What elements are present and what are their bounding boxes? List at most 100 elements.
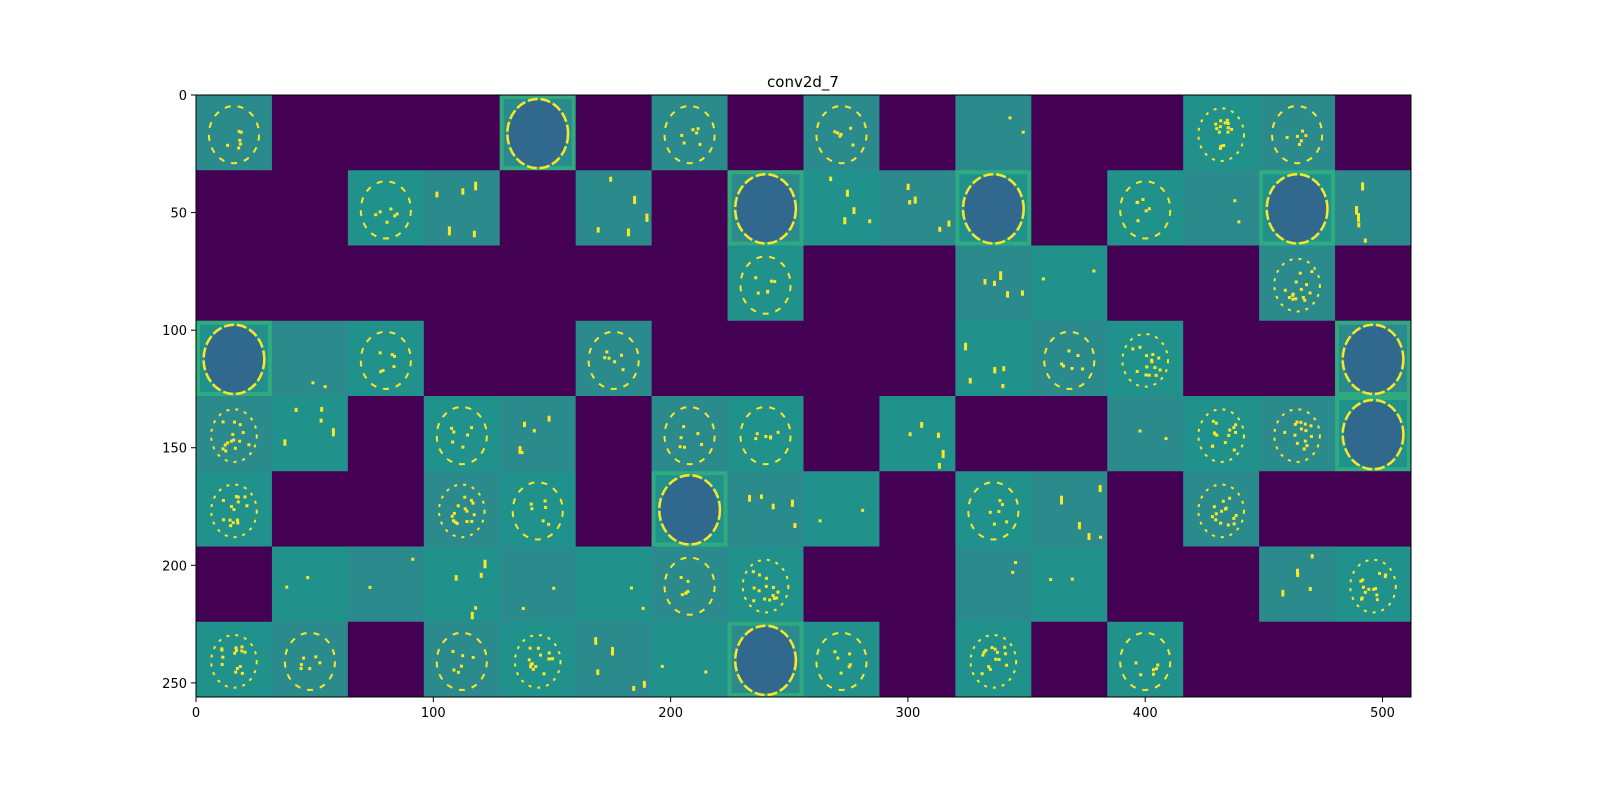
feature-tile xyxy=(347,95,425,171)
feature-tile xyxy=(1259,621,1336,698)
feature-tile xyxy=(423,95,501,171)
feature-tile xyxy=(803,170,880,246)
feature-tile xyxy=(271,621,349,698)
feature-tile xyxy=(1335,396,1412,472)
feature-tile xyxy=(803,95,880,171)
feature-tile xyxy=(1335,95,1412,171)
y-tick-label: 150 xyxy=(162,442,187,457)
feature-tile xyxy=(423,396,501,472)
feature-tile xyxy=(575,320,653,397)
feature-tile xyxy=(499,170,577,246)
feature-tile xyxy=(879,245,956,322)
feature-tile xyxy=(803,396,880,472)
y-axis: 0 50 100 150 200 250 xyxy=(162,89,196,692)
feature-tile xyxy=(955,396,1032,472)
feature-tile xyxy=(727,471,804,547)
feature-tile xyxy=(955,471,1032,547)
feature-tile xyxy=(575,621,653,698)
feature-tile xyxy=(271,396,349,472)
feature-tile xyxy=(803,320,880,397)
feature-tile xyxy=(1107,245,1184,322)
feature-tile xyxy=(651,95,729,171)
feature-tile xyxy=(727,170,804,246)
feature-tile xyxy=(879,95,956,171)
feature-tile xyxy=(1107,396,1184,472)
feature-tile xyxy=(575,471,653,547)
feature-tile xyxy=(1183,471,1260,547)
feature-tile xyxy=(499,396,577,472)
feature-tile xyxy=(1031,95,1108,171)
x-tick-label: 100 xyxy=(421,706,446,721)
feature-tile xyxy=(196,245,273,322)
feature-tile xyxy=(575,546,653,623)
feature-tile xyxy=(196,621,273,698)
x-axis: 0 100 200 300 400 500 xyxy=(192,697,1395,721)
feature-tile xyxy=(196,320,273,397)
feature-tile xyxy=(1107,471,1184,547)
feature-tile xyxy=(1335,320,1412,397)
y-tick-label: 0 xyxy=(179,89,187,104)
y-tick-label: 100 xyxy=(162,324,187,339)
feature-tile xyxy=(1335,170,1412,246)
feature-tile xyxy=(879,546,956,623)
feature-tile xyxy=(1107,546,1184,623)
y-tick-label: 50 xyxy=(170,207,187,222)
feature-tile xyxy=(423,546,501,623)
x-tick-label: 500 xyxy=(1370,706,1395,721)
feature-tile xyxy=(271,170,349,246)
feature-tile xyxy=(1259,95,1336,171)
feature-tile xyxy=(651,245,729,322)
feature-tile xyxy=(575,396,653,472)
feature-tile xyxy=(1259,396,1336,472)
feature-tile xyxy=(1107,320,1184,397)
feature-tile xyxy=(727,546,804,623)
y-tick-label: 200 xyxy=(162,559,187,574)
feature-tile xyxy=(727,245,804,322)
feature-tile xyxy=(423,471,501,547)
feature-tile xyxy=(1183,546,1260,623)
chart-title: conv2d_7 xyxy=(767,73,839,92)
feature-tile xyxy=(196,471,273,547)
feature-tile xyxy=(1259,320,1336,397)
feature-tile xyxy=(196,170,273,246)
feature-tile xyxy=(575,170,653,246)
feature-tile xyxy=(651,621,729,698)
feature-tile xyxy=(196,396,273,472)
feature-tile xyxy=(423,170,501,246)
feature-tile xyxy=(1335,546,1412,623)
feature-tile xyxy=(271,245,349,322)
feature-tile xyxy=(499,471,577,547)
x-tick-label: 0 xyxy=(192,706,200,721)
feature-tile xyxy=(1183,396,1260,472)
feature-tile xyxy=(499,546,577,623)
heatmap-tiles xyxy=(196,95,1412,698)
feature-tile xyxy=(499,245,577,322)
x-tick-label: 400 xyxy=(1133,706,1158,721)
feature-tile xyxy=(727,320,804,397)
feature-tile xyxy=(1031,170,1108,246)
feature-tile xyxy=(1031,621,1108,698)
feature-tile xyxy=(1259,245,1336,322)
feature-tile xyxy=(575,95,653,171)
feature-tile xyxy=(955,245,1032,322)
feature-tile xyxy=(1259,170,1336,246)
x-tick-label: 200 xyxy=(658,706,683,721)
feature-tile xyxy=(879,396,956,472)
feature-tile xyxy=(271,95,349,171)
feature-tile xyxy=(1183,320,1260,397)
feature-tile xyxy=(1031,245,1108,322)
feature-tile xyxy=(727,621,804,698)
x-tick-label: 300 xyxy=(896,706,921,721)
feature-tile xyxy=(347,471,425,547)
feature-tile xyxy=(1259,546,1336,623)
feature-tile xyxy=(727,95,804,171)
feature-tile xyxy=(879,170,956,246)
feature-tile xyxy=(1031,546,1108,623)
feature-tile xyxy=(499,95,577,171)
feature-tile xyxy=(803,471,880,547)
feature-tile xyxy=(1031,320,1108,397)
feature-tile xyxy=(1107,621,1184,698)
feature-tile xyxy=(879,621,956,698)
feature-tile xyxy=(1335,245,1412,322)
